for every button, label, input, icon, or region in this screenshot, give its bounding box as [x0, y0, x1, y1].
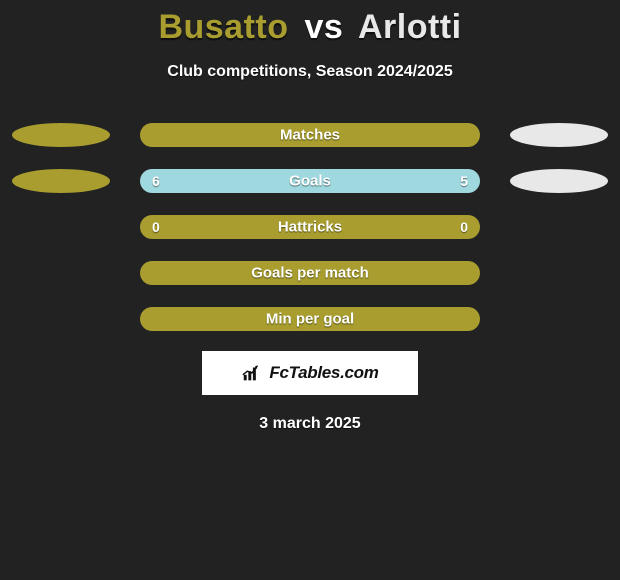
stat-value-left: 0 — [152, 219, 160, 235]
stat-value-right: 5 — [460, 173, 468, 189]
brand-chart-icon — [241, 362, 263, 384]
title-player1: Busatto — [158, 8, 288, 46]
brand-badge: FcTables.com — [202, 351, 418, 395]
stat-row: Matches — [0, 123, 620, 147]
date-text: 3 march 2025 — [0, 415, 620, 433]
stat-label: Hattricks — [278, 219, 342, 236]
right-ellipse — [510, 123, 608, 147]
stat-label: Goals — [289, 173, 331, 190]
stat-bar: Goals 6 5 — [140, 169, 480, 193]
stat-row: Goals per match — [0, 261, 620, 285]
title-player2: Arlotti — [358, 8, 462, 46]
left-ellipse — [12, 169, 110, 193]
stat-row: Goals 6 5 — [0, 169, 620, 193]
stats-container: Matches Goals 6 5 Hattricks 0 0 Goals per match… — [0, 123, 620, 331]
stat-value-left: 6 — [152, 173, 160, 189]
title-vs: vs — [304, 8, 343, 46]
subtitle: Club competitions, Season 2024/2025 — [0, 63, 620, 81]
stat-bar: Matches — [140, 123, 480, 147]
stat-label: Matches — [280, 127, 340, 144]
stat-value-right: 0 — [460, 219, 468, 235]
stat-row: Min per goal — [0, 307, 620, 331]
stat-bar: Hattricks 0 0 — [140, 215, 480, 239]
stat-label: Min per goal — [266, 311, 354, 328]
left-ellipse — [12, 123, 110, 147]
stat-label: Goals per match — [251, 265, 369, 282]
page-title: Busatto vs Arlotti — [0, 0, 620, 47]
stat-bar: Min per goal — [140, 307, 480, 331]
right-ellipse — [510, 169, 608, 193]
stat-row: Hattricks 0 0 — [0, 215, 620, 239]
stat-bar: Goals per match — [140, 261, 480, 285]
brand-text: FcTables.com — [269, 363, 378, 383]
